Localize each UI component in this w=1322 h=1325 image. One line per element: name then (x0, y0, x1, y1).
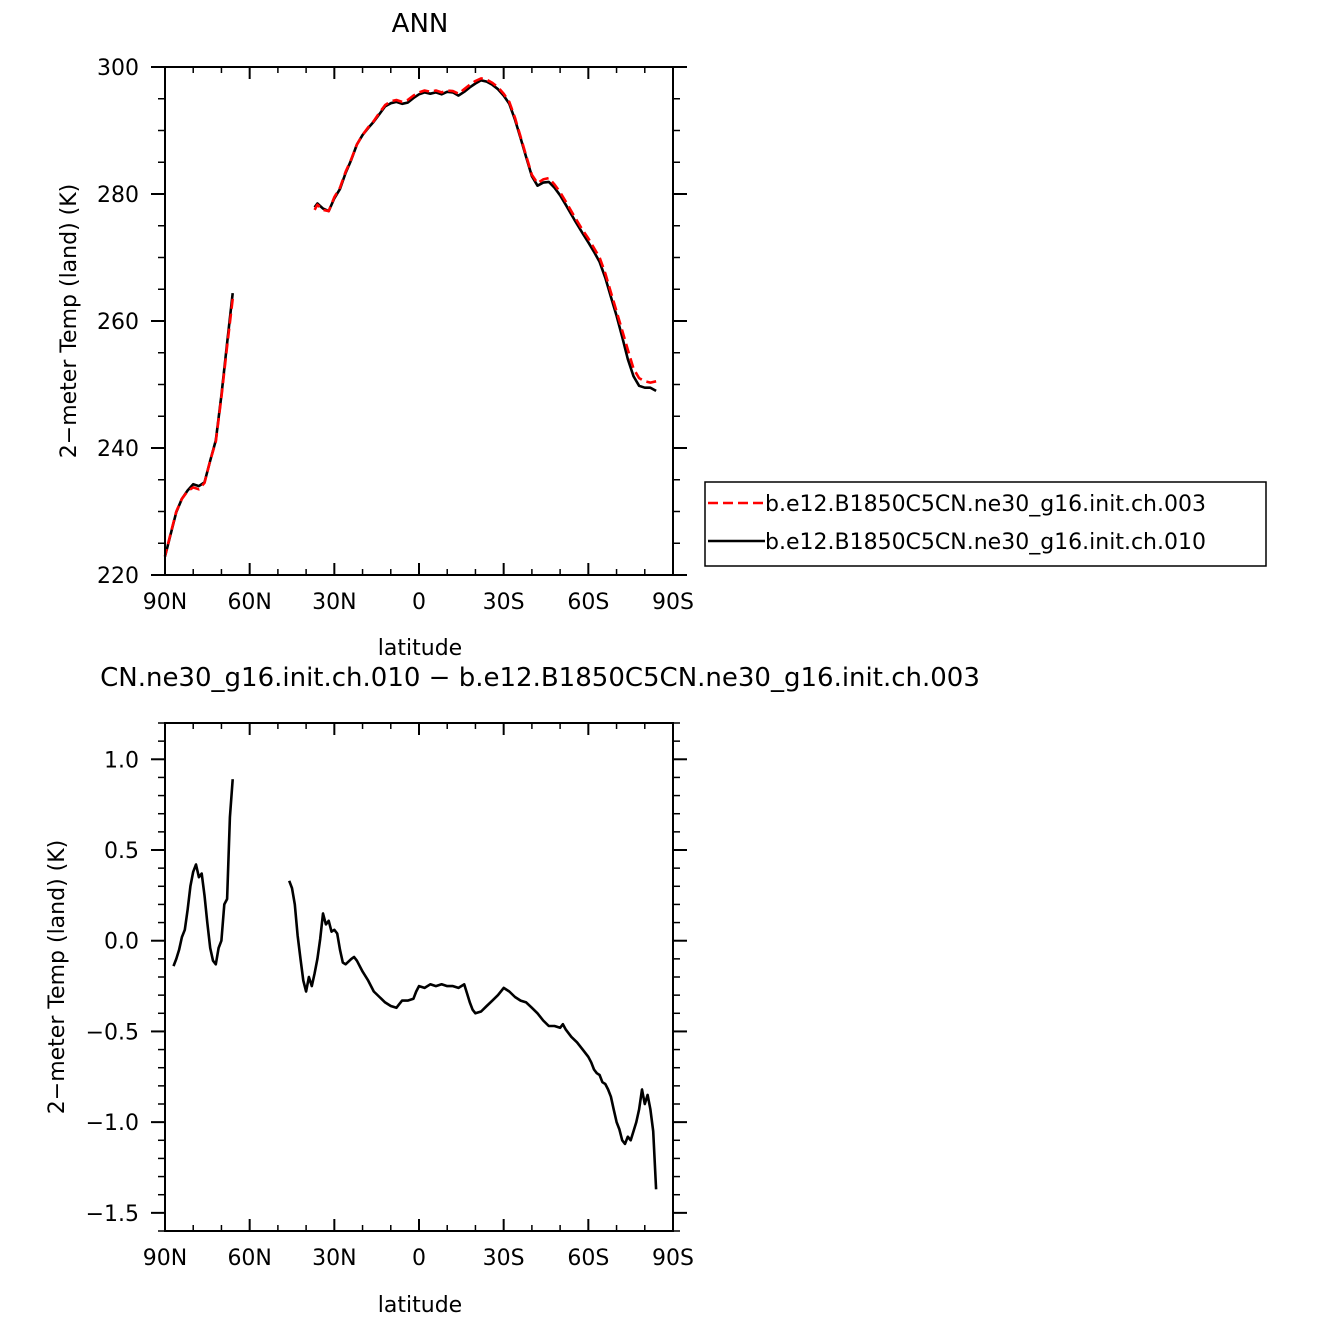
y-tick-label: 280 (97, 183, 139, 208)
bottom-title: CN.ne30_g16.init.ch.010 − b.e12.B1850C5C… (100, 663, 980, 693)
x-tick-label: 90N (143, 590, 187, 615)
x-tick-label: 60S (567, 1246, 609, 1271)
legend-box (704, 481, 1267, 567)
top-x-axis-label: latitude (378, 636, 462, 661)
series-line-0-segment-1 (172, 779, 234, 967)
legend-label-003: b.e12.B1850C5CN.ne30_g16.init.ch.003 (765, 492, 1206, 517)
y-tick-label: −1.5 (86, 1202, 139, 1227)
y-tick-label: 260 (97, 310, 139, 335)
top-plot-frame (164, 66, 674, 576)
series-line-0-segment-1 (163, 298, 234, 557)
series-line-1-segment-0 (313, 79, 657, 393)
x-tick-label: 0 (412, 1246, 426, 1271)
x-tick-label: 30N (312, 1246, 356, 1271)
legend-label-010: b.e12.B1850C5CN.ne30_g16.init.ch.010 (765, 530, 1206, 555)
top-ticks: 90N 60N 30N 0 30S 60S 90S 220 240 260 280 300 (97, 56, 694, 615)
top-y-axis-label: 2−meter Temp (land) (K) (57, 184, 82, 458)
x-tick-label: 60N (227, 1246, 271, 1271)
y-tick-label: 1.0 (104, 748, 139, 773)
bottom-series (172, 779, 658, 1190)
x-tick-label: 0 (412, 590, 426, 615)
bottom-ticks: 90N 60N 30N 0 30S 60S 90S −1.5 −1.0 −0.5 0.0 0.5 1.0 (86, 722, 694, 1271)
x-tick-label: 90S (652, 1246, 694, 1271)
series-line-0-segment-0 (313, 77, 657, 384)
bottom-plot-frame (164, 722, 674, 1232)
bottom-y-axis-label: 2−meter Temp (land) (K) (45, 840, 70, 1114)
series-line-1-segment-1 (163, 292, 234, 557)
top-title: ANN (392, 9, 449, 39)
x-tick-label: 60N (227, 590, 271, 615)
series-line-0-segment-0 (287, 880, 658, 1190)
y-tick-label: −1.0 (86, 1111, 139, 1136)
x-tick-label: 30S (483, 590, 525, 615)
y-tick-label: 0.5 (104, 839, 139, 864)
bottom-x-axis-label: latitude (378, 1293, 462, 1318)
legend: b.e12.B1850C5CN.ne30_g16.init.ch.003 b.e… (704, 481, 1267, 567)
y-tick-label: 300 (97, 56, 139, 81)
x-tick-label: 90S (652, 590, 694, 615)
x-tick-label: 30S (483, 1246, 525, 1271)
y-tick-label: 240 (97, 437, 139, 462)
y-tick-label: −0.5 (86, 1020, 139, 1045)
top-series (163, 77, 657, 557)
y-tick-label: 220 (97, 564, 139, 589)
x-tick-label: 30N (312, 590, 356, 615)
y-tick-label: 0.0 (104, 930, 139, 955)
x-tick-label: 60S (567, 590, 609, 615)
x-tick-label: 90N (143, 1246, 187, 1271)
